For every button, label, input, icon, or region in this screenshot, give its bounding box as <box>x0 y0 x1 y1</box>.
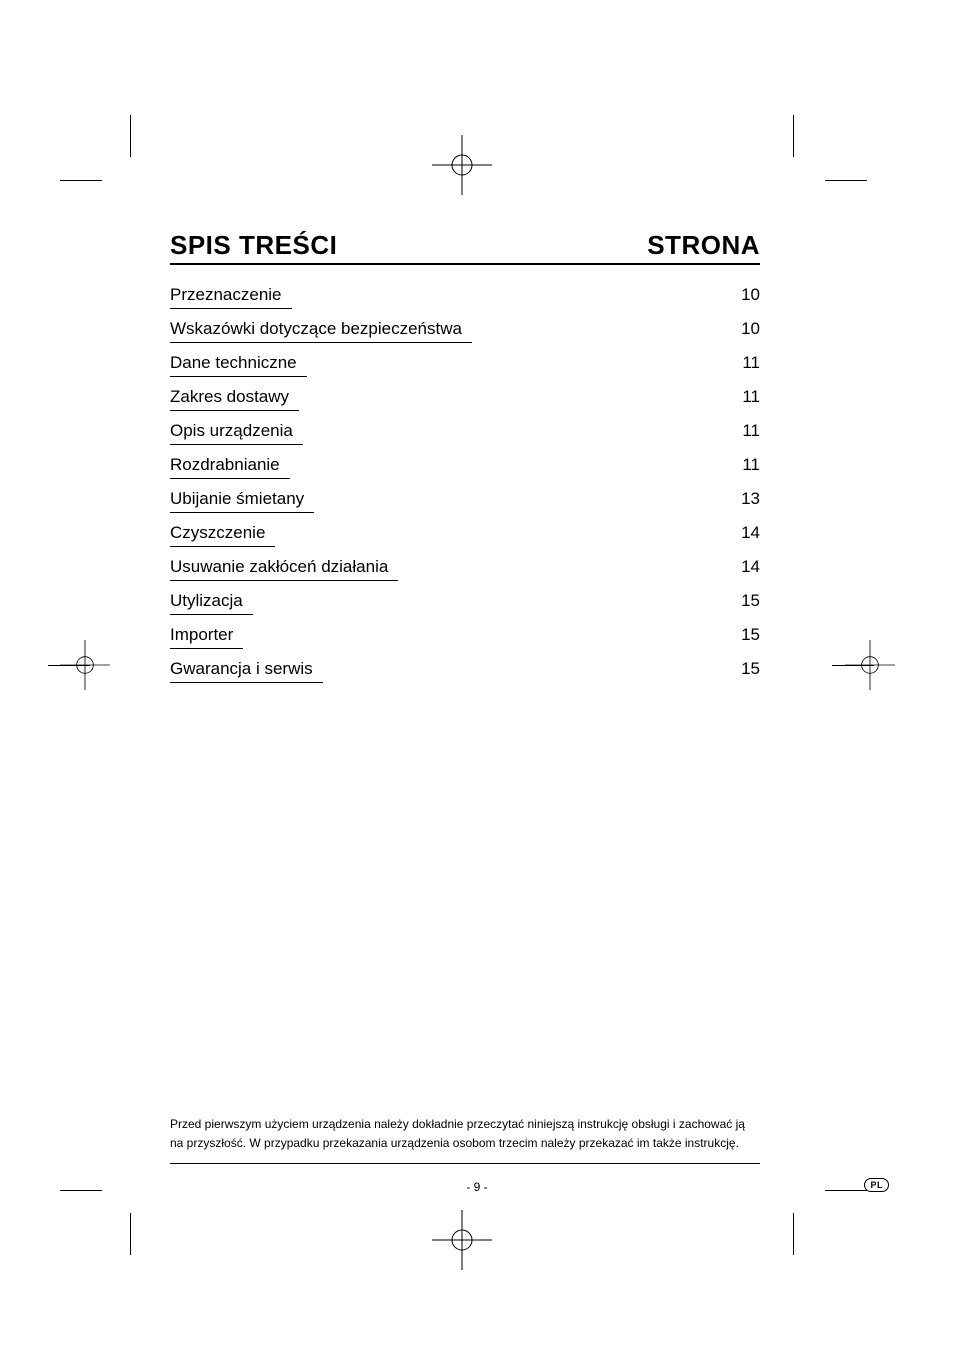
toc-row: Importer 15 <box>170 619 760 653</box>
toc-heading-row: SPIS TREŚCI STRONA <box>170 230 760 265</box>
registration-mark-bottom <box>432 1210 492 1270</box>
toc-entry-page: 14 <box>735 523 760 543</box>
toc-row: Dane techniczne 11 <box>170 347 760 381</box>
toc-entry-label: Rozdrabnianie <box>170 455 290 479</box>
language-badge: PL <box>864 1178 889 1192</box>
toc-entry-label: Dane techniczne <box>170 353 307 377</box>
toc-entry-page: 10 <box>735 319 760 339</box>
toc-entry-label: Utylizacja <box>170 591 253 615</box>
toc-list: Przeznaczenie10Wskazówki dotyczące bezpi… <box>170 279 760 687</box>
toc-entry-page: 11 <box>735 387 760 407</box>
toc-title: SPIS TREŚCI <box>170 230 337 261</box>
registration-mark-top <box>432 135 492 195</box>
toc-entry-label: Zakres dostawy <box>170 387 299 411</box>
toc-row: Czyszczenie 14 <box>170 517 760 551</box>
toc-entry-page: 14 <box>735 557 760 577</box>
toc-row: Wskazówki dotyczące bezpieczeństwa 10 <box>170 313 760 347</box>
toc-row: Opis urządzenia 11 <box>170 415 760 449</box>
toc-entry-label: Ubijanie śmietany <box>170 489 314 513</box>
toc-row: Rozdrabnianie 11 <box>170 449 760 483</box>
toc-entry-page: 11 <box>735 455 760 475</box>
toc-page-heading: STRONA <box>647 230 760 261</box>
toc-entry-label: Importer <box>170 625 243 649</box>
page-content: SPIS TREŚCI STRONA Przeznaczenie10Wskazó… <box>170 230 760 687</box>
toc-entry-page: 15 <box>735 591 760 611</box>
toc-row: Gwarancja i serwis 15 <box>170 653 760 687</box>
toc-row: Usuwanie zakłóceń działania 14 <box>170 551 760 585</box>
toc-entry-label: Czyszczenie <box>170 523 275 547</box>
toc-entry-page: 10 <box>735 285 760 305</box>
page-number: - 9 - <box>466 1180 487 1194</box>
toc-entry-label: Opis urządzenia <box>170 421 303 445</box>
toc-entry-page: 15 <box>735 625 760 645</box>
toc-entry-page: 11 <box>735 353 760 373</box>
registration-mark-left <box>60 640 110 690</box>
registration-mark-right <box>845 640 895 690</box>
toc-entry-label: Usuwanie zakłóceń działania <box>170 557 398 581</box>
toc-row: Utylizacja 15 <box>170 585 760 619</box>
toc-entry-label: Wskazówki dotyczące bezpieczeństwa <box>170 319 472 343</box>
toc-entry-page: 15 <box>735 659 760 679</box>
toc-entry-label: Gwarancja i serwis <box>170 659 323 683</box>
toc-entry-page: 13 <box>735 489 760 509</box>
toc-entry-page: 11 <box>735 421 760 441</box>
toc-row: Zakres dostawy 11 <box>170 381 760 415</box>
toc-entry-label: Przeznaczenie <box>170 285 292 309</box>
toc-row: Ubijanie śmietany 13 <box>170 483 760 517</box>
footer-note: Przed pierwszym użyciem urządzenia należ… <box>170 1115 760 1164</box>
toc-row: Przeznaczenie 10 <box>170 279 760 313</box>
